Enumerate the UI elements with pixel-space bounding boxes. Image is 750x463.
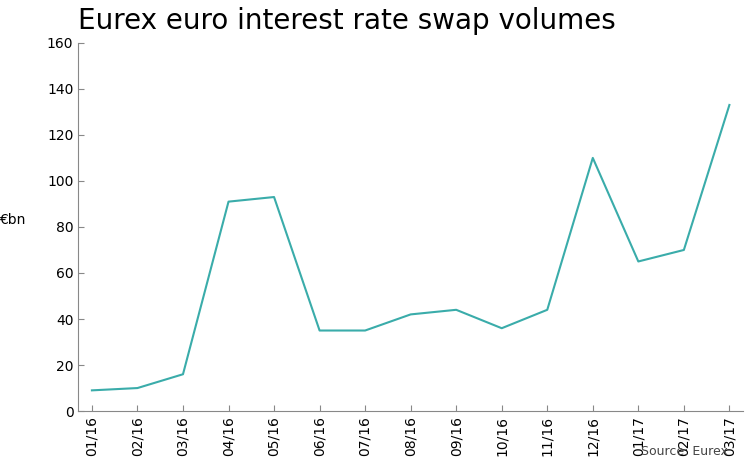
Text: Source: Eurex: Source: Eurex — [640, 445, 728, 458]
Y-axis label: €bn: €bn — [0, 213, 25, 227]
Text: Eurex euro interest rate swap volumes: Eurex euro interest rate swap volumes — [78, 7, 616, 35]
